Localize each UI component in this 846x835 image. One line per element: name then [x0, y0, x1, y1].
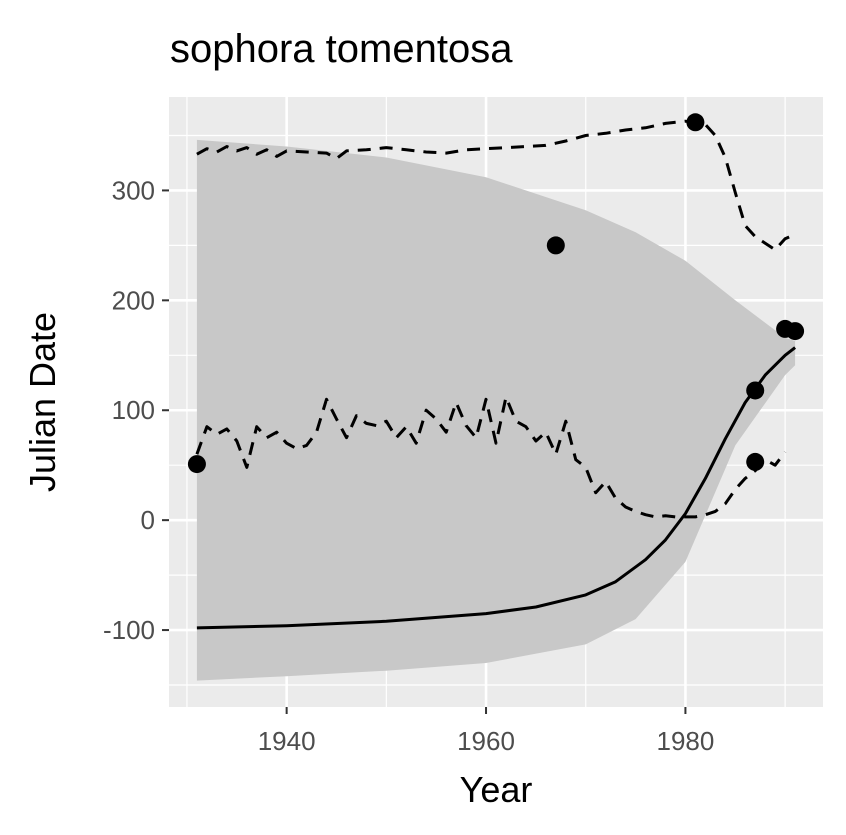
- x-axis-title: Year: [460, 769, 533, 810]
- lower-dashed-line: [195, 395, 787, 519]
- y-tick-label: 100: [112, 395, 155, 425]
- x-tick-label: 1960: [457, 726, 515, 756]
- confidence-band-layer: [196, 139, 796, 681]
- data-point: [746, 452, 765, 471]
- data-point: [786, 322, 805, 341]
- x-axis: 1940 1960 1980: [258, 707, 714, 756]
- y-axis-title: Julian Date: [22, 312, 63, 492]
- x-tick-label: 1940: [258, 726, 316, 756]
- y-tick-label: -100: [103, 615, 155, 645]
- y-axis: -100 0 100 200 300: [103, 175, 169, 645]
- upper-dashed-line: [196, 119, 796, 252]
- data-point: [546, 236, 565, 255]
- y-tick-label: 300: [112, 175, 155, 205]
- data-point: [686, 113, 705, 132]
- chart-title: sophora tomentosa: [170, 27, 513, 71]
- y-tick-label: 200: [112, 285, 155, 315]
- data-point: [187, 455, 206, 474]
- points-layer: [187, 113, 805, 474]
- data-point: [746, 381, 765, 400]
- y-tick-label: 0: [141, 505, 155, 535]
- confidence-band: [196, 139, 796, 681]
- x-tick-label: 1980: [656, 726, 714, 756]
